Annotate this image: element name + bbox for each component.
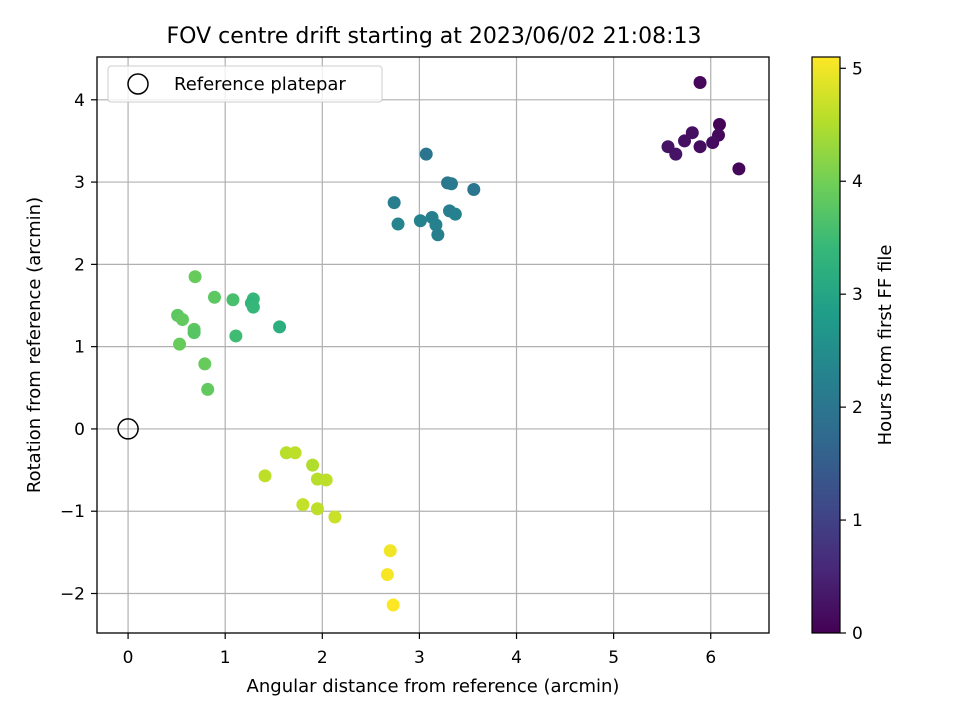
- data-point-6: [678, 134, 692, 148]
- scatter-points: [171, 76, 746, 612]
- legend-marker-reference: [127, 73, 149, 95]
- y-tick-label: 3: [74, 173, 85, 193]
- colorbar-ticks: 0 1 2 3 4 5: [840, 59, 863, 644]
- data-point-12: [444, 177, 458, 191]
- data-point-5: [685, 126, 699, 140]
- y-axis-label: Rotation from reference (arcmin): [24, 197, 45, 493]
- data-point-30: [273, 320, 287, 334]
- x-tick-label: 2: [317, 648, 328, 668]
- data-point-34: [173, 337, 187, 351]
- data-point-16: [448, 207, 462, 221]
- x-tick-label: 1: [220, 648, 231, 668]
- colorbar-tick-label: 4: [852, 172, 863, 192]
- chart-title: FOV centre drift starting at 2023/06/02 …: [167, 24, 702, 49]
- legend-box: [107, 65, 383, 103]
- x-tick-label: 4: [511, 648, 522, 668]
- data-point-1: [712, 117, 726, 131]
- x-tick-label: 5: [608, 648, 619, 668]
- y-tick-label: −1: [60, 502, 85, 522]
- data-point-39: [288, 446, 302, 460]
- legend: Reference platepar: [107, 65, 383, 103]
- plot-area-frame: [96, 56, 770, 634]
- data-point-40: [306, 458, 320, 472]
- colorbar-tick-label: 2: [852, 398, 863, 418]
- data-point-44: [310, 502, 324, 516]
- data-point-18: [413, 214, 427, 228]
- y-tick-label: 1: [74, 338, 85, 358]
- data-point-33: [229, 329, 243, 343]
- data-point-4: [693, 140, 707, 154]
- data-point-48: [386, 598, 400, 612]
- y-tick-label: 4: [74, 91, 85, 111]
- data-point-35: [198, 357, 212, 371]
- data-point-32: [187, 326, 201, 340]
- y-tick-label: 2: [74, 255, 85, 275]
- data-point-43: [296, 498, 310, 512]
- data-point-29: [175, 312, 189, 326]
- reference-layer: [117, 418, 139, 440]
- reference-platepar-marker: [117, 418, 139, 440]
- data-point-0: [693, 76, 707, 90]
- data-point-36: [201, 382, 215, 396]
- x-tick-label: 3: [414, 648, 425, 668]
- data-point-8: [669, 147, 683, 161]
- x-axis-label: Angular distance from reference (arcmin): [247, 676, 620, 697]
- data-point-23: [208, 290, 222, 304]
- y-tick-label: −2: [60, 585, 85, 605]
- x-tick-label: 6: [705, 648, 716, 668]
- x-axis-ticks: 0 1 2 3 4 5 6: [123, 633, 716, 668]
- colorbar-label: Hours from first FF file: [875, 245, 896, 446]
- data-point-10: [419, 147, 433, 161]
- data-point-9: [732, 162, 746, 176]
- data-point-47: [380, 568, 394, 582]
- data-point-19: [391, 217, 405, 231]
- colorbar: 0 1 2 3 4 5 Hours from first FF file: [811, 56, 896, 644]
- data-point-24: [226, 293, 240, 307]
- data-point-20: [429, 218, 443, 232]
- y-tick-label: 0: [74, 420, 85, 440]
- data-point-46: [383, 544, 397, 558]
- colorbar-tick-label: 1: [852, 511, 863, 531]
- data-point-27: [246, 300, 260, 314]
- colorbar-tick-label: 0: [852, 624, 863, 644]
- grid: [97, 57, 769, 633]
- data-point-14: [387, 196, 401, 210]
- y-axis-ticks: −2 −1 0 1 2 3 4: [60, 91, 97, 605]
- data-point-3: [706, 136, 720, 150]
- data-point-37: [258, 469, 272, 483]
- legend-label-reference: Reference platepar: [174, 74, 346, 95]
- data-point-13: [467, 182, 481, 196]
- colorbar-scale: [811, 56, 841, 634]
- data-point-22: [188, 270, 202, 284]
- colorbar-tick-label: 5: [852, 59, 863, 79]
- colorbar-tick-label: 3: [852, 285, 863, 305]
- data-point-45: [328, 510, 342, 524]
- data-point-42: [319, 473, 333, 487]
- data-point-21: [431, 228, 445, 242]
- x-tick-label: 0: [123, 648, 134, 668]
